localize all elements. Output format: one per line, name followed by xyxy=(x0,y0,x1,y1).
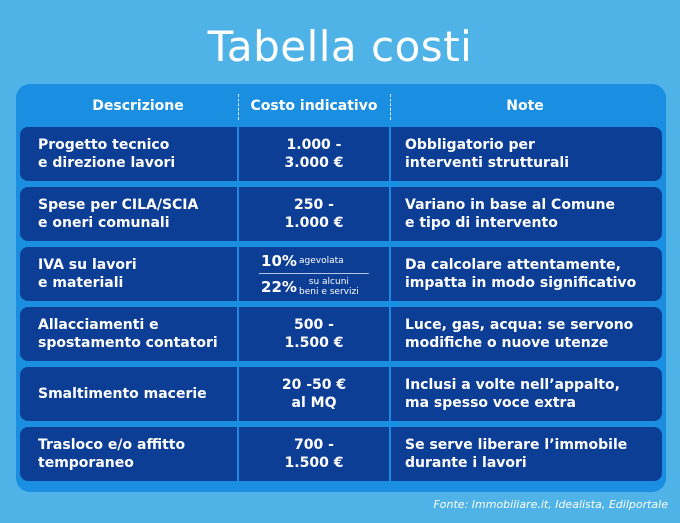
header-cost: Costo indicativo xyxy=(250,98,378,114)
row-description: Progetto tecnico e direzione lavori xyxy=(20,127,237,181)
iva-rate-standard: 22% su alcuni beni e servizi xyxy=(261,276,359,297)
row-description: IVA su lavori e materiali xyxy=(20,247,237,301)
row-note: Variano in base al Comune e tipo di inte… xyxy=(391,187,662,241)
row-note: Da calcolare attentamente, impatta in mo… xyxy=(391,247,662,301)
cost-table: Descrizione Costo indicativo Note Proget… xyxy=(16,84,666,492)
row-note: Obbligatorio per interventi strutturali xyxy=(391,127,662,181)
iva-divider xyxy=(259,272,369,274)
row-cost: 1.000 - 3.000 € xyxy=(239,127,389,181)
row-description: Smaltimento macerie xyxy=(20,367,237,421)
row-note: Luce, gas, acqua: se servono modifiche o… xyxy=(391,307,662,361)
row-note: Se serve liberare l’immobile durante i l… xyxy=(391,427,662,481)
table-header: Descrizione Costo indicativo Note xyxy=(16,92,666,120)
row-note: Inclusi a volte nell’appalto, ma spesso … xyxy=(391,367,662,421)
row-cost: 500 - 1.500 € xyxy=(239,307,389,361)
source-note: Fonte: Immobiliare.it, Idealista, Edilpo… xyxy=(433,498,668,511)
header-description: Descrizione xyxy=(92,98,184,114)
page-title: Tabella costi xyxy=(207,22,473,71)
row-description: Spese per CILA/SCIA e oneri comunali xyxy=(20,187,237,241)
row-cost: 250 - 1.000 € xyxy=(239,187,389,241)
iva-rate-reduced: 10% agevolata xyxy=(261,251,344,270)
row-description: Trasloco e/o affitto temporaneo xyxy=(20,427,237,481)
header-divider xyxy=(238,94,239,120)
row-cost-iva: 10% agevolata 22% su alcuni beni e servi… xyxy=(239,247,389,301)
row-description: Allacciamenti e spostamento contatori xyxy=(20,307,237,361)
header-divider xyxy=(390,94,391,120)
row-cost: 700 - 1.500 € xyxy=(239,427,389,481)
header-notes: Note xyxy=(506,98,544,114)
row-cost: 20 -50 € al MQ xyxy=(239,367,389,421)
